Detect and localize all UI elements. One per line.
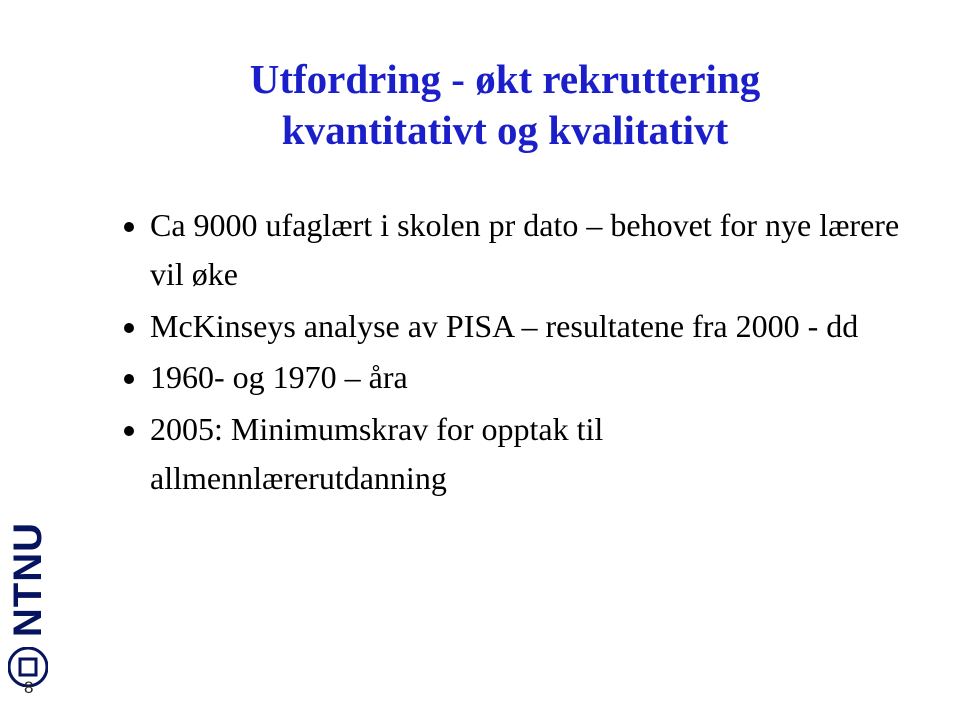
slide-content: Utfordring - økt rekruttering kvantitati… <box>110 54 900 506</box>
list-item: Ca 9000 ufaglært i skolen pr dato – beho… <box>150 201 900 300</box>
list-item: 2005: Minimumskrav for opptak til allmen… <box>150 405 900 504</box>
bullet-list: Ca 9000 ufaglært i skolen pr dato – beho… <box>110 201 900 505</box>
page-number: 8 <box>24 678 33 698</box>
title-line-1: Utfordring - økt rekruttering <box>250 56 761 102</box>
slide-title: Utfordring - økt rekruttering kvantitati… <box>110 54 900 157</box>
ntnu-logo: NTNU <box>8 522 48 692</box>
list-item: McKinseys analyse av PISA – resultatene … <box>150 302 900 352</box>
sidebar-logo-strip: NTNU <box>0 0 56 720</box>
ntnu-wordmark: NTNU <box>8 522 48 637</box>
list-item: 1960- og 1970 – åra <box>150 353 900 403</box>
title-line-2: kvantitativt og kvalitativt <box>282 107 728 153</box>
